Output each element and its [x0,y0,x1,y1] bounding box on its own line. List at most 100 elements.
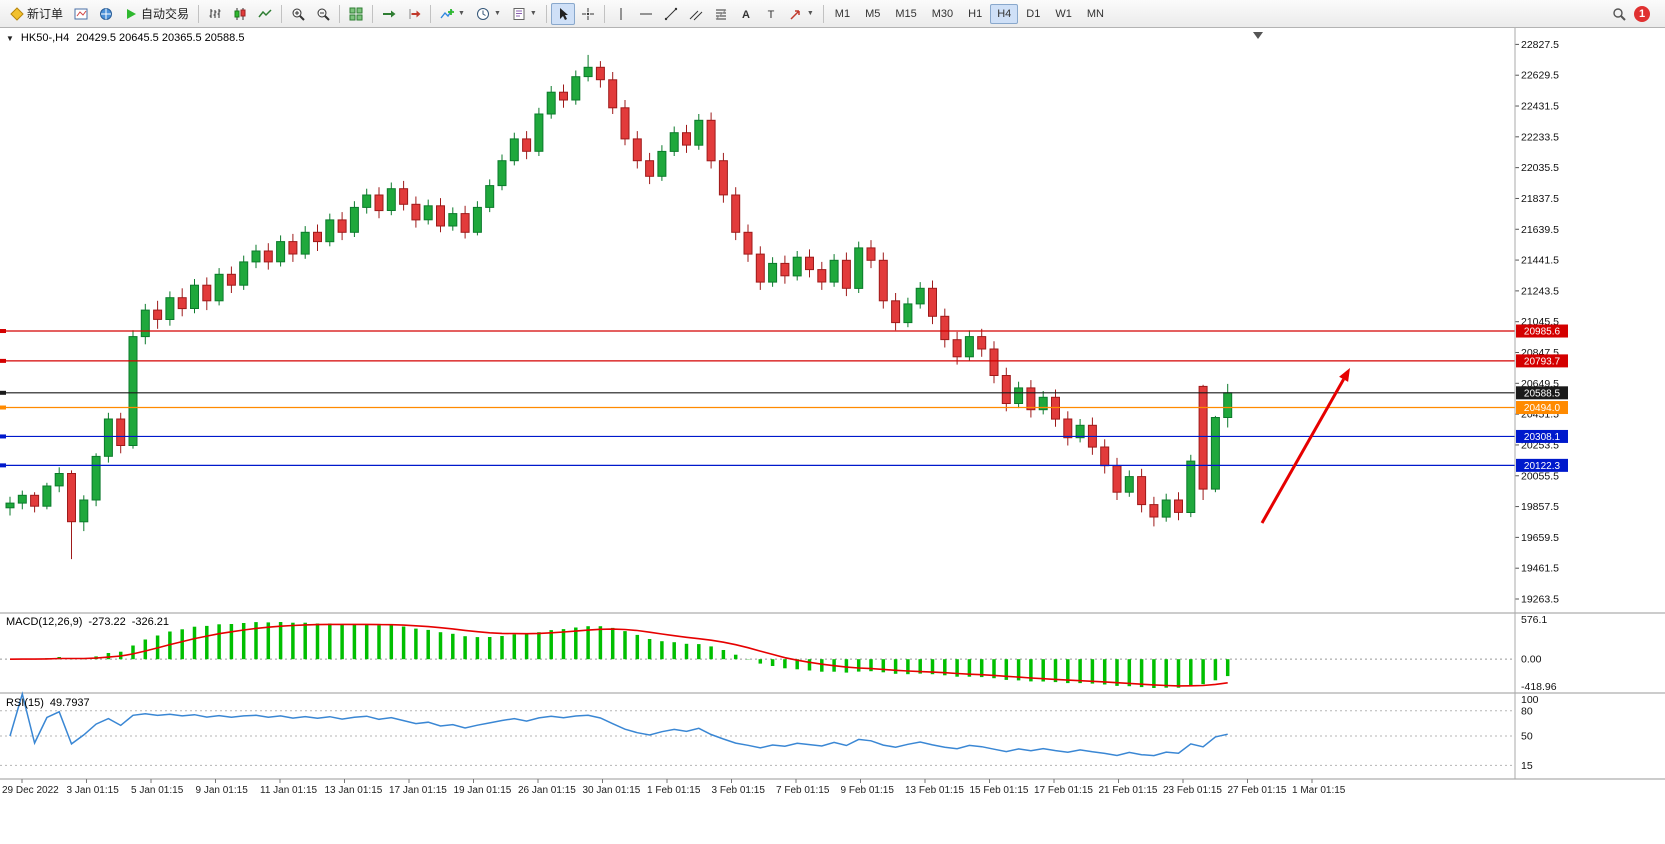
time-label: 19 Jan 01:15 [454,785,512,796]
line-left-marker [0,329,6,334]
new-order-button[interactable]: 新订单 [5,3,68,25]
tf-m1[interactable]: M1 [828,4,857,24]
svg-text:19263.5: 19263.5 [1521,594,1559,606]
text-icon: A [742,9,750,21]
periods-clock-icon [476,7,489,20]
autotrading-button[interactable]: 自动交易 [119,3,194,25]
tf-m15[interactable]: M15 [888,4,923,24]
time-axis: 29 Dec 2022 3 Jan 01:15 5 Jan 01:15 9 Jan 0… [2,779,1346,796]
channel-button[interactable] [684,3,708,25]
profiles-button[interactable] [94,3,118,25]
trendline-button[interactable] [659,3,683,25]
time-label: 7 Feb 01:15 [776,785,830,796]
channel-icon [689,10,703,20]
price-tag [1516,354,1568,368]
trend-arrow-annotation[interactable] [1260,368,1350,524]
shapes-button[interactable]: ▼ [784,3,819,25]
chevron-down-icon: ▼ [806,10,814,17]
line-left-marker [0,405,6,410]
time-label: 29 Dec 2022 [2,785,59,796]
vertical-line-icon [620,7,622,20]
svg-text:21837.5: 21837.5 [1521,193,1559,205]
svg-text:22035.5: 22035.5 [1521,162,1559,174]
tf-m30[interactable]: M30 [925,4,960,24]
svg-text:21243.5: 21243.5 [1521,285,1559,297]
autoscroll-button[interactable] [377,3,401,25]
svg-text:20308.1: 20308.1 [1524,432,1561,443]
tf-d1[interactable]: D1 [1019,4,1047,24]
templates-icon [513,7,525,20]
chart-ohlc-values: 20429.5 20645.5 20365.5 20588.5 [76,32,245,44]
svg-text:80: 80 [1521,705,1533,717]
tf-m5[interactable]: M5 [858,4,887,24]
price-tag [1516,401,1568,415]
zoom-in-button[interactable] [286,3,310,25]
fibonacci-button[interactable] [709,3,733,25]
profiles-icon [100,7,113,20]
chart-canvas[interactable]: 22827.5 22629.5 22431.5 22233.5 22035.5 21837… [0,28,1665,844]
tf-w1[interactable]: W1 [1048,4,1079,24]
toolbar-separator [339,4,341,23]
toolbar: 新订单 自动交易 ▼ ▼ [0,0,1665,28]
new-order-label: 新订单 [27,7,64,21]
time-label: 17 Jan 01:15 [389,785,447,796]
line-chart-button[interactable] [253,3,277,25]
rsi-label: RSI(15) [6,697,44,709]
line-chart-icon [258,8,272,17]
svg-text:T: T [767,9,774,21]
time-label: 26 Jan 01:15 [518,785,576,796]
chart-area: 22827.5 22629.5 22431.5 22233.5 22035.5 21837… [0,28,1665,844]
zoom-out-icon [317,8,330,21]
candlestick-series [5,54,1233,560]
svg-text:22431.5: 22431.5 [1521,101,1559,113]
crosshair-button[interactable] [576,3,600,25]
tf-mn[interactable]: MN [1080,4,1111,24]
indicators-button[interactable]: ▼ [435,3,470,25]
time-label: 13 Feb 01:15 [905,785,964,796]
svg-text:0.00: 0.00 [1521,654,1542,666]
tf-h1[interactable]: H1 [961,4,989,24]
bar-chart-icon [209,8,221,18]
chart-shift-icon [409,8,421,19]
zoom-out-button[interactable] [311,3,335,25]
svg-text:100: 100 [1521,694,1539,706]
tile-windows-button[interactable] [344,3,368,25]
chart-ohlc-header: ▼ HK50-,H4 20429.5 20645.5 20365.5 20588… [6,32,244,44]
vertical-line-button[interactable] [609,3,633,25]
candlestick-chart-button[interactable] [228,3,252,25]
svg-text:19461.5: 19461.5 [1521,563,1559,575]
macd-value: -273.22 [88,616,126,628]
indicators-icon [440,8,455,18]
label-button[interactable]: T [759,3,783,25]
horizontal-lines[interactable]: 20985.6 20793.7 20588.5 20494.0 20308.1 20122… [0,324,1568,472]
text-button[interactable]: A [734,3,758,25]
svg-text:22233.5: 22233.5 [1521,131,1559,143]
svg-text:20793.7: 20793.7 [1524,356,1561,367]
bar-chart-button[interactable] [203,3,227,25]
macd-signal-line [9,623,1228,687]
svg-text:20985.6: 20985.6 [1524,327,1561,338]
time-label: 27 Feb 01:15 [1228,785,1287,796]
rsi-value: 49.7937 [49,697,90,709]
templates-button[interactable]: ▼ [507,3,542,25]
search-button[interactable] [1607,3,1631,25]
line-left-marker [0,434,6,439]
cursor-button[interactable] [550,2,575,25]
time-label: 3 Feb 01:15 [712,785,766,796]
price-axis: 22827.5 22629.5 22431.5 22233.5 22035.5 21837… [1515,39,1559,606]
svg-text:20588.5: 20588.5 [1524,388,1561,399]
toolbar-separator [430,4,432,23]
notification-badge[interactable]: 1 [1634,5,1650,22]
horizontal-line-button[interactable] [634,3,658,25]
svg-text:20494.0: 20494.0 [1524,403,1561,414]
toolbar-separator [545,4,547,23]
zoom-in-icon [292,8,305,21]
collapse-triangle-icon[interactable]: ▼ [6,33,14,43]
chart-shift-button[interactable] [402,3,426,25]
toolbar-separator [822,4,824,23]
new-chart-button[interactable] [69,3,93,25]
periods-button[interactable]: ▼ [471,3,506,25]
tf-h4[interactable]: H4 [990,3,1019,24]
time-label: 21 Feb 01:15 [1099,785,1158,796]
price-tag [1516,429,1568,443]
